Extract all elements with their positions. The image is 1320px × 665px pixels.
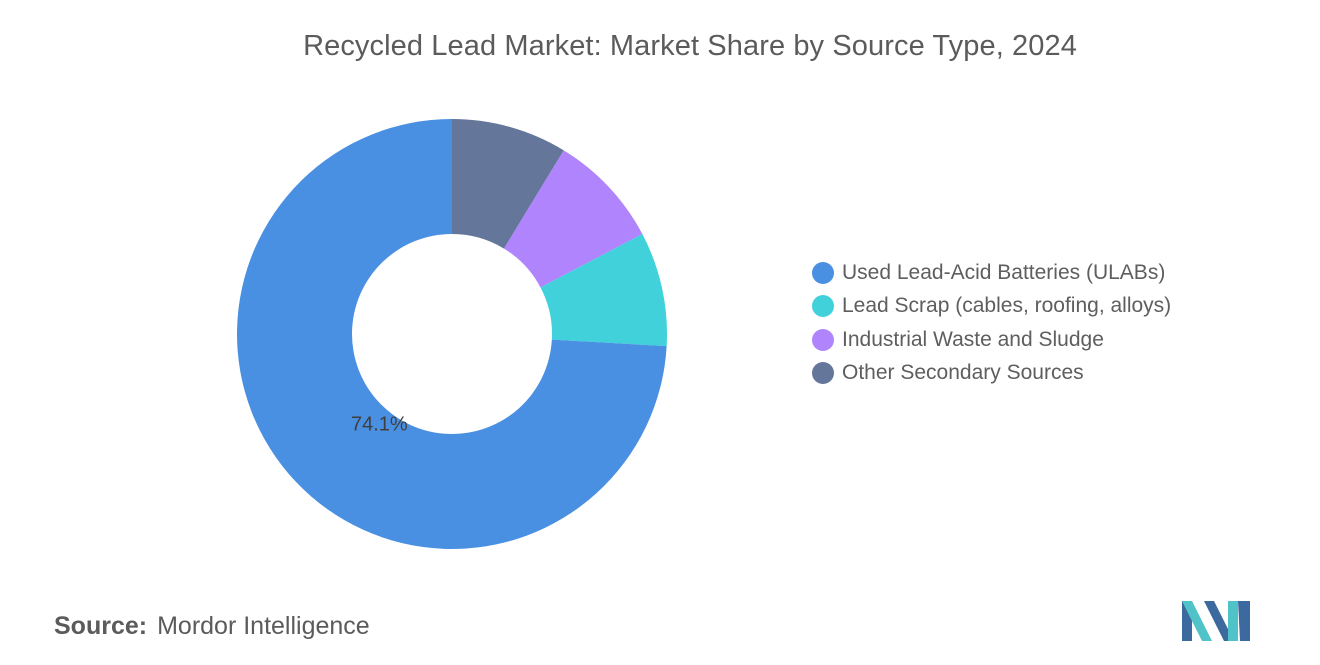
legend-swatch-4 [812, 362, 834, 385]
legend-swatch-2 [812, 295, 834, 318]
legend-swatch-1 [812, 261, 834, 284]
donut-data-labels: 74.1% [351, 414, 408, 436]
legend-item-3: Industrial Waste and Sludge [812, 323, 1171, 357]
legend-label-3: Industrial Waste and Sludge [842, 327, 1104, 351]
source-value: Mordor Intelligence [157, 612, 370, 640]
legend-label-4: Other Secondary Sources [842, 361, 1084, 385]
data-label-1: 74.1% [351, 414, 408, 436]
chart-title: Recycled Lead Market: Market Share by So… [303, 30, 1077, 62]
legend-item-4: Other Secondary Sources [812, 357, 1171, 391]
donut-slice-1 [236, 119, 667, 549]
legend-label-1: Used Lead-Acid Batteries (ULABs) [842, 260, 1166, 284]
donut-slices [236, 119, 667, 549]
legend: Used Lead-Acid Batteries (ULABs) Lead Scr… [812, 256, 1171, 390]
legend-label-2: Lead Scrap (cables, roofing, alloys) [842, 294, 1172, 318]
source-key: Source: [54, 612, 148, 640]
donut-slice-4 [452, 119, 564, 249]
donut-slice-3 [503, 150, 643, 288]
legend-item-1: Used Lead-Acid Batteries (ULABs) [812, 256, 1171, 290]
legend-swatch-3 [812, 328, 834, 351]
donut-slice-2 [540, 233, 667, 347]
source-note: Source: Mordor Intelligence [54, 612, 370, 641]
mordor-intelligence-logo-icon [1182, 601, 1250, 641]
legend-item-2: Lead Scrap (cables, roofing, alloys) [812, 290, 1171, 324]
